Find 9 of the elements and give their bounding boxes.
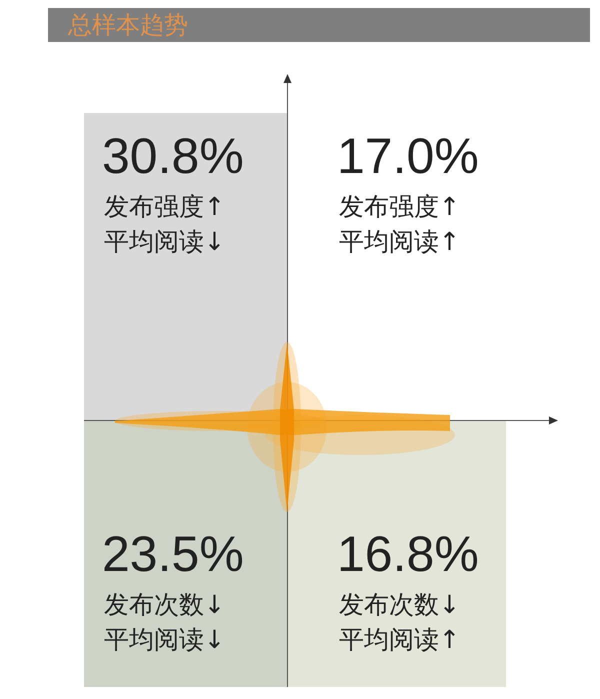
text: 总样本趋势 [68, 11, 188, 39]
data-label: 17.0% [337, 128, 479, 184]
data-label: 16.8% [337, 526, 479, 582]
category-label: 发布次数↓ 平均阅读↑ [339, 590, 460, 654]
data-label: 30.8% [102, 128, 244, 184]
category-label: 发布次数↓ 平均阅读↓ [104, 590, 225, 654]
category-label: 发布强度↑ 平均阅读↑ [339, 192, 460, 256]
category-label: 发布强度↑ 平均阅读↓ [104, 192, 225, 256]
data-label: 23.5% [102, 526, 244, 582]
